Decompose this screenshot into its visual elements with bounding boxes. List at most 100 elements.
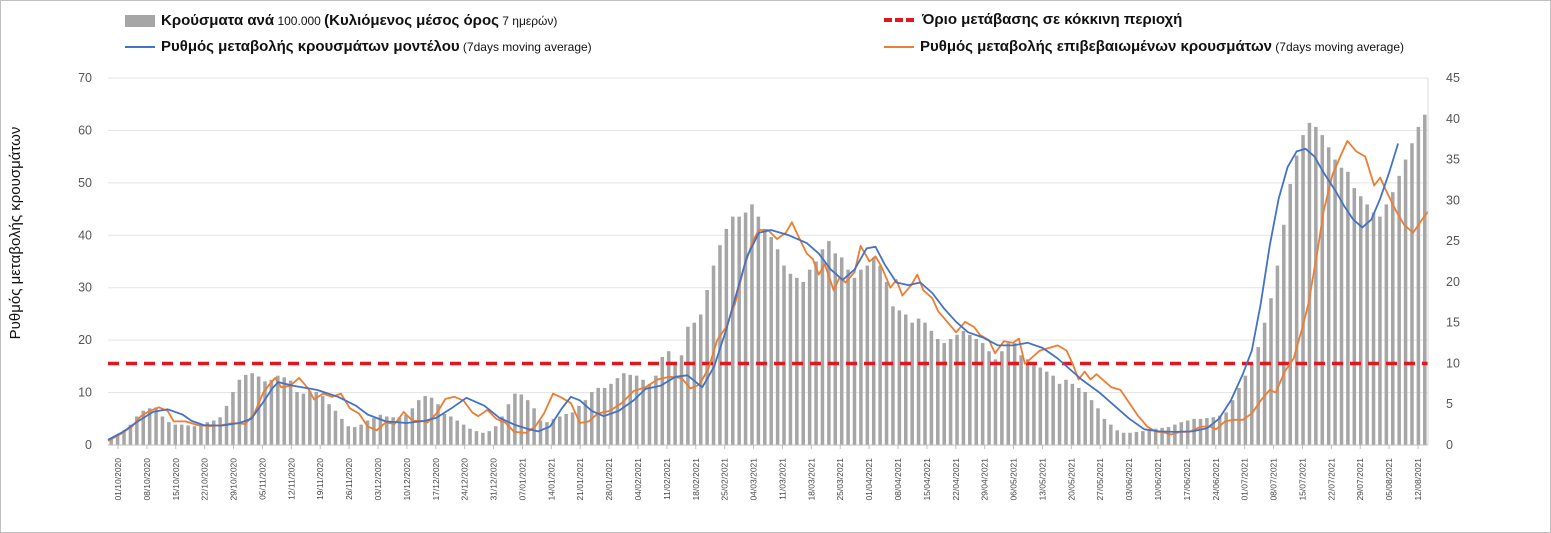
case-bar — [769, 237, 773, 445]
case-bar — [1250, 363, 1254, 445]
case-bar — [1025, 359, 1030, 445]
x-date-label: 28/01/2021 — [604, 458, 614, 501]
case-bar — [910, 322, 914, 445]
x-date-label: 15/04/2021 — [922, 458, 932, 501]
case-bar — [846, 269, 850, 445]
legend-label-model: Ρυθμός μεταβολής κρουσμάτων μοντέλου — [161, 38, 460, 55]
legend-swatch-model — [125, 45, 155, 48]
case-bar — [1051, 375, 1055, 445]
case-bar — [506, 404, 511, 445]
case-bar — [1205, 418, 1209, 445]
case-bar — [1000, 351, 1004, 445]
x-date-label: 15/10/2020 — [171, 458, 181, 501]
case-bar — [897, 310, 902, 445]
case-bar — [1070, 383, 1075, 445]
x-date-label: 14/01/2021 — [546, 458, 556, 501]
case-bar — [692, 322, 697, 445]
x-date-label: 08/04/2021 — [893, 458, 903, 501]
case-bar — [1384, 204, 1389, 445]
case-bar — [1006, 343, 1011, 445]
axes: 0 10 20 30 40 50 60 70 0 5 10 15 20 25 30 35 40 45 01/10/2… — [78, 71, 1460, 501]
case-bar — [1019, 355, 1023, 445]
case-bar — [1141, 431, 1145, 445]
case-bar — [1282, 224, 1286, 445]
x-date-label: 12/08/2021 — [1413, 458, 1423, 501]
x-date-label: 01/10/2020 — [113, 458, 123, 501]
case-bar — [865, 265, 870, 445]
case-bar — [167, 422, 171, 445]
bar-series — [109, 114, 1427, 446]
case-bar — [231, 391, 235, 445]
case-bar — [525, 400, 530, 445]
case-bar — [1179, 422, 1184, 445]
case-bar — [340, 418, 344, 445]
x-date-label: 05/11/2020 — [257, 458, 267, 500]
case-bar — [1166, 427, 1171, 445]
case-bar — [718, 245, 722, 445]
x-date-label: 21/01/2021 — [575, 458, 585, 501]
x-date-label: 29/07/2021 — [1355, 458, 1365, 501]
case-bar — [577, 405, 581, 445]
case-bar — [147, 408, 152, 445]
case-bar — [391, 417, 395, 445]
case-bar — [128, 424, 133, 445]
case-bar — [1089, 400, 1094, 445]
case-bar — [352, 427, 357, 445]
case-bar — [1339, 167, 1344, 445]
legend-swatch-confirmed — [884, 45, 914, 48]
case-bar — [980, 343, 985, 445]
case-bar — [250, 373, 254, 445]
case-bar — [782, 265, 786, 445]
y-right-tick-label: 20 — [1446, 275, 1460, 289]
legend-threshold: Όριο μετάβασης σε κόκκινη περιοχή — [884, 11, 1182, 28]
confirmed-rate-line — [107, 140, 1429, 442]
x-date-label: 10/06/2021 — [1153, 458, 1163, 501]
x-date-label: 17/06/2021 — [1182, 458, 1192, 501]
case-bar — [756, 216, 761, 445]
case-bar — [711, 265, 716, 445]
case-bar — [1121, 432, 1126, 445]
line-series — [107, 140, 1429, 442]
case-bar — [160, 416, 165, 445]
case-bar — [1294, 155, 1299, 446]
y-right-tick-label: 45 — [1446, 71, 1460, 85]
case-bar — [211, 420, 216, 445]
x-date-label: 25/03/2021 — [835, 458, 845, 501]
case-bar — [493, 426, 498, 445]
case-bar — [417, 400, 421, 445]
case-bar — [378, 414, 383, 445]
case-bar — [1102, 418, 1107, 445]
case-bar — [961, 330, 966, 445]
case-bar — [135, 416, 139, 445]
case-bar — [622, 373, 626, 445]
legend-sub-model: (7days moving average) — [459, 39, 592, 54]
x-date-label: 29/04/2021 — [980, 458, 990, 501]
case-bar — [320, 396, 325, 445]
case-bar — [327, 404, 331, 445]
case-bar — [1269, 298, 1273, 445]
case-bar — [871, 257, 876, 445]
case-bar — [276, 375, 280, 445]
case-bar — [372, 418, 376, 445]
case-bar — [647, 383, 652, 445]
case-bar — [634, 375, 639, 445]
case-bar — [1147, 430, 1152, 445]
case-bar — [557, 416, 562, 445]
x-date-label: 18/02/2021 — [691, 458, 701, 501]
case-bar — [923, 322, 927, 445]
case-bar — [1128, 432, 1132, 445]
case-bar — [404, 414, 408, 445]
case-bar — [1416, 126, 1421, 446]
x-date-label: 08/07/2021 — [1269, 458, 1279, 501]
y-left-tick-label: 30 — [78, 281, 92, 295]
x-date-label: 18/03/2021 — [806, 458, 816, 501]
y-right-tick-label: 0 — [1446, 438, 1453, 452]
x-date-label: 17/12/2020 — [431, 458, 441, 501]
legend-model: Ρυθμός μεταβολής κρουσμάτων μοντέλου (7d… — [125, 38, 592, 55]
model-rate-line — [107, 143, 1399, 441]
case-bar — [282, 377, 286, 445]
case-bar — [993, 359, 998, 445]
case-bar — [1391, 192, 1395, 445]
case-bar — [1365, 204, 1369, 445]
